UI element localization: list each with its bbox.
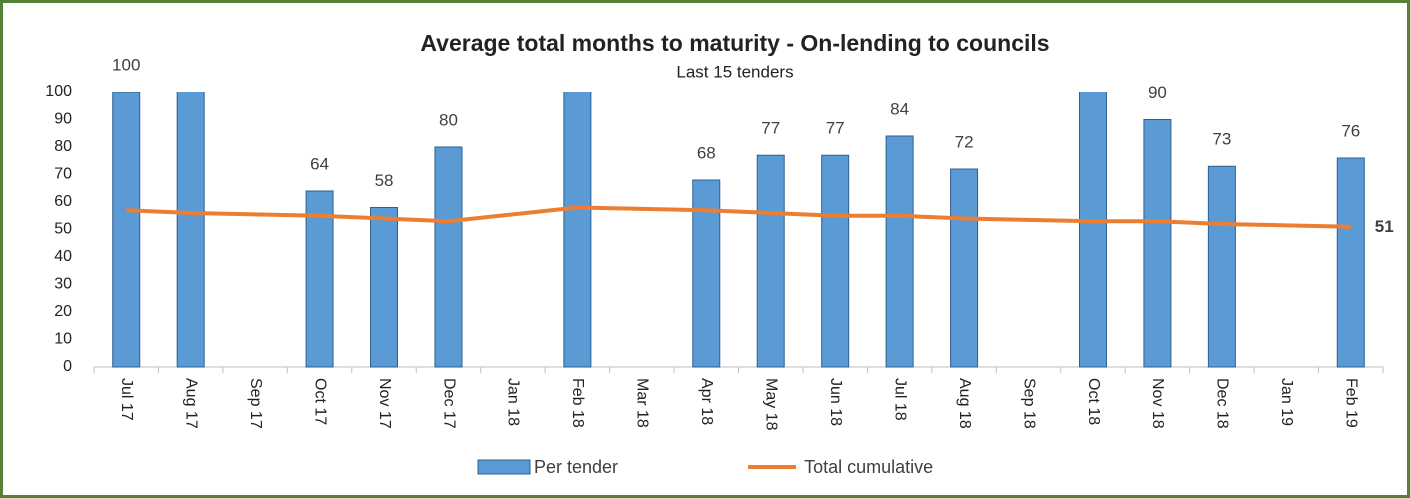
chart-title: Average total months to maturity - On-le… [420,30,1049,56]
bar [1207,165,1236,368]
line-end-label: 51 [1375,217,1394,236]
x-tick-label: Apr 18 [698,378,715,425]
x-tick-label: Jul 18 [891,378,908,421]
x-tick-label: Oct 18 [1085,378,1102,425]
x-tick-label: Nov 17 [376,378,393,429]
x-tick-label: Jul 17 [118,378,135,421]
legend-label: Total cumulative [804,457,933,477]
bar-value-label: 80 [439,110,458,129]
y-tick-label: 100 [45,83,72,100]
bar-value-label: 77 [761,119,780,138]
bar [305,190,334,368]
legend-swatch [477,459,531,475]
bar [1078,92,1107,368]
x-tick-label: Feb 18 [569,378,586,428]
x-tick-label: Aug 17 [182,378,199,429]
bar-value-label: 100 [112,55,140,74]
x-tick-label: Jan 19 [1278,378,1295,426]
bar [370,207,399,368]
x-tick-label: Feb 19 [1343,378,1360,428]
y-tick-label: 60 [54,193,72,210]
bar-value-label: 64 [310,154,329,173]
y-tick-label: 10 [54,331,72,348]
chart-subtitle: Last 15 tenders [676,62,793,81]
bar [885,135,914,368]
y-tick-label: 40 [54,248,72,265]
y-tick-label: 30 [54,276,72,293]
bar-value-label: 90 [1148,83,1167,102]
bar-value-label: 76 [1341,121,1360,140]
x-tick-label: Jan 18 [505,378,522,426]
bar-value-label: 84 [890,99,909,118]
y-tick-label: 80 [54,138,72,155]
x-tick-label: Nov 18 [1149,378,1166,429]
bar [434,146,463,368]
x-tick-label: Oct 17 [311,378,328,425]
y-tick-label: 50 [54,221,72,238]
bar [950,168,979,368]
bar-value-label: 73 [1212,130,1231,149]
x-tick-label: Aug 18 [956,378,973,429]
x-tick-label: Dec 18 [1214,378,1231,429]
x-tick-label: May 18 [762,378,779,431]
x-tick-label: Mar 18 [634,378,651,428]
bar-value-label: 68 [697,143,716,162]
bar-value-label: 77 [826,119,845,138]
bar-value-label: 58 [375,171,394,190]
y-tick-label: 20 [54,303,72,320]
bar [176,92,205,368]
bar [1143,119,1172,368]
bar [563,92,592,368]
line [126,205,1351,229]
x-tick-label: Sep 17 [247,378,264,429]
y-tick-label: 90 [54,111,72,128]
bar [112,92,141,368]
y-tick-label: 0 [63,358,72,375]
x-tick-label: Sep 18 [1020,378,1037,429]
plot-area [112,92,1365,368]
x-tick-label: Jun 18 [827,378,844,426]
bar [756,154,785,368]
bar [1336,157,1365,368]
y-tick-label: 70 [54,166,72,183]
legend-label: Per tender [534,457,618,477]
x-tick-label: Dec 17 [440,378,457,429]
bar [821,154,850,368]
bar-value-label: 72 [955,132,974,151]
